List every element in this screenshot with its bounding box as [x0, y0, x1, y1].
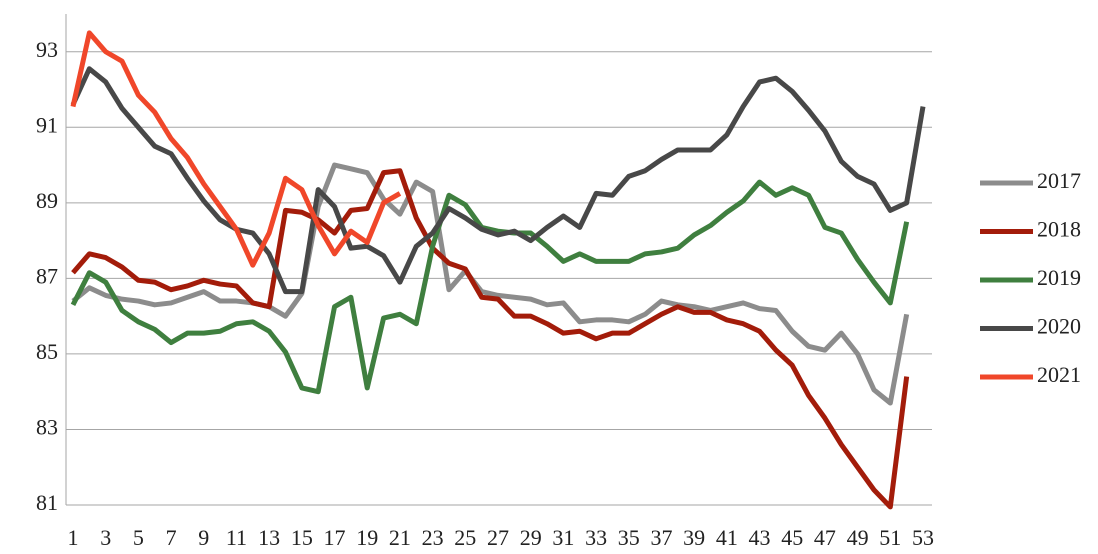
- x-tick-label: 13: [258, 525, 280, 550]
- y-tick-label: 91: [36, 112, 58, 137]
- x-tick-label: 37: [650, 525, 672, 550]
- x-tick-label: 31: [552, 525, 574, 550]
- x-tick-label: 35: [618, 525, 640, 550]
- series-line: [70, 66, 926, 295]
- x-tick-label: 29: [520, 525, 542, 550]
- x-tick-label: 1: [68, 525, 79, 550]
- x-tick-label: 11: [226, 525, 247, 550]
- series-line: [71, 168, 910, 510]
- series-line: [71, 162, 910, 406]
- y-tick-label: 93: [36, 37, 58, 62]
- x-tick-label: 33: [585, 525, 607, 550]
- series-line: [70, 30, 402, 268]
- x-tick-label: 19: [356, 525, 378, 550]
- x-tick-label: 41: [716, 525, 738, 550]
- x-tick-label: 15: [291, 525, 313, 550]
- y-tick-label: 83: [36, 415, 58, 440]
- x-tick-label: 7: [166, 525, 177, 550]
- series-line: [70, 179, 910, 395]
- x-tick-label: 9: [198, 525, 209, 550]
- y-tick-label: 89: [36, 188, 58, 213]
- legend-label: 2021: [1037, 362, 1081, 387]
- legend-label: 2018: [1037, 217, 1081, 242]
- y-tick-label: 85: [36, 339, 58, 364]
- x-tick-label: 39: [683, 525, 705, 550]
- legend-label: 2019: [1037, 265, 1081, 290]
- x-tick-label: 53: [912, 525, 934, 550]
- legend-label: 2017: [1037, 168, 1081, 193]
- x-tick-label: 17: [324, 525, 346, 550]
- x-tick-label: 23: [422, 525, 444, 550]
- x-tick-label: 5: [133, 525, 144, 550]
- x-tick-label: 25: [454, 525, 476, 550]
- x-tick-label: 43: [749, 525, 771, 550]
- x-tick-label: 49: [847, 525, 869, 550]
- x-tick-label: 45: [781, 525, 803, 550]
- x-tick-label: 27: [487, 525, 509, 550]
- y-tick-label: 81: [36, 490, 58, 515]
- x-tick-label: 51: [879, 525, 901, 550]
- x-tick-label: 3: [100, 525, 111, 550]
- x-tick-label: 47: [814, 525, 836, 550]
- y-tick-label: 87: [36, 263, 58, 288]
- legend-label: 2020: [1037, 314, 1081, 339]
- x-tick-label: 21: [389, 525, 411, 550]
